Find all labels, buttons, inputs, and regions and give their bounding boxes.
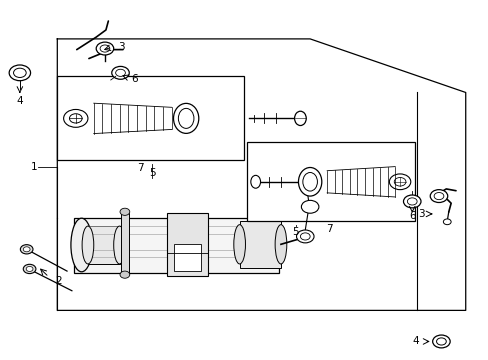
Bar (246, 143, 414, 221)
Circle shape (96, 42, 114, 55)
Ellipse shape (294, 111, 305, 126)
Circle shape (388, 174, 410, 190)
Circle shape (436, 338, 446, 345)
Circle shape (432, 335, 449, 348)
Circle shape (443, 219, 450, 225)
Text: 5: 5 (292, 227, 298, 237)
Circle shape (69, 114, 82, 123)
Text: 5: 5 (148, 168, 155, 178)
Bar (57, 76, 244, 160)
Circle shape (100, 45, 110, 52)
Circle shape (112, 66, 129, 79)
Text: 4: 4 (412, 337, 419, 346)
Circle shape (63, 109, 88, 127)
Ellipse shape (275, 225, 286, 264)
Circle shape (14, 68, 26, 77)
Ellipse shape (302, 172, 317, 191)
Text: 3: 3 (118, 42, 124, 52)
Text: 7: 7 (325, 224, 332, 234)
Text: 4: 4 (17, 96, 23, 106)
Circle shape (23, 247, 30, 252)
Circle shape (116, 69, 125, 76)
Circle shape (120, 271, 129, 278)
Ellipse shape (250, 175, 260, 188)
Bar (88, 226, 119, 264)
Ellipse shape (233, 225, 245, 264)
Circle shape (9, 65, 30, 81)
Ellipse shape (71, 218, 92, 272)
Circle shape (301, 201, 318, 213)
Bar (74, 217, 278, 273)
Text: 2: 2 (55, 276, 61, 286)
Text: 7: 7 (136, 163, 143, 173)
Text: 6: 6 (408, 211, 415, 221)
Circle shape (120, 208, 129, 215)
Ellipse shape (178, 108, 194, 129)
Circle shape (403, 195, 420, 208)
Text: 3: 3 (417, 209, 424, 219)
Circle shape (23, 264, 36, 274)
Circle shape (393, 177, 405, 186)
Circle shape (296, 230, 313, 243)
Ellipse shape (114, 226, 125, 264)
Bar (174, 244, 201, 271)
Bar (239, 221, 281, 267)
Circle shape (26, 266, 33, 271)
Ellipse shape (298, 167, 321, 196)
Circle shape (429, 190, 447, 203)
Bar (166, 213, 207, 276)
Circle shape (433, 193, 443, 200)
Bar (120, 212, 129, 274)
Ellipse shape (82, 226, 94, 264)
Text: 6: 6 (131, 73, 138, 84)
Circle shape (300, 233, 309, 240)
Text: 1: 1 (31, 162, 38, 172)
Circle shape (20, 245, 33, 254)
Circle shape (407, 198, 416, 205)
Ellipse shape (173, 103, 199, 134)
